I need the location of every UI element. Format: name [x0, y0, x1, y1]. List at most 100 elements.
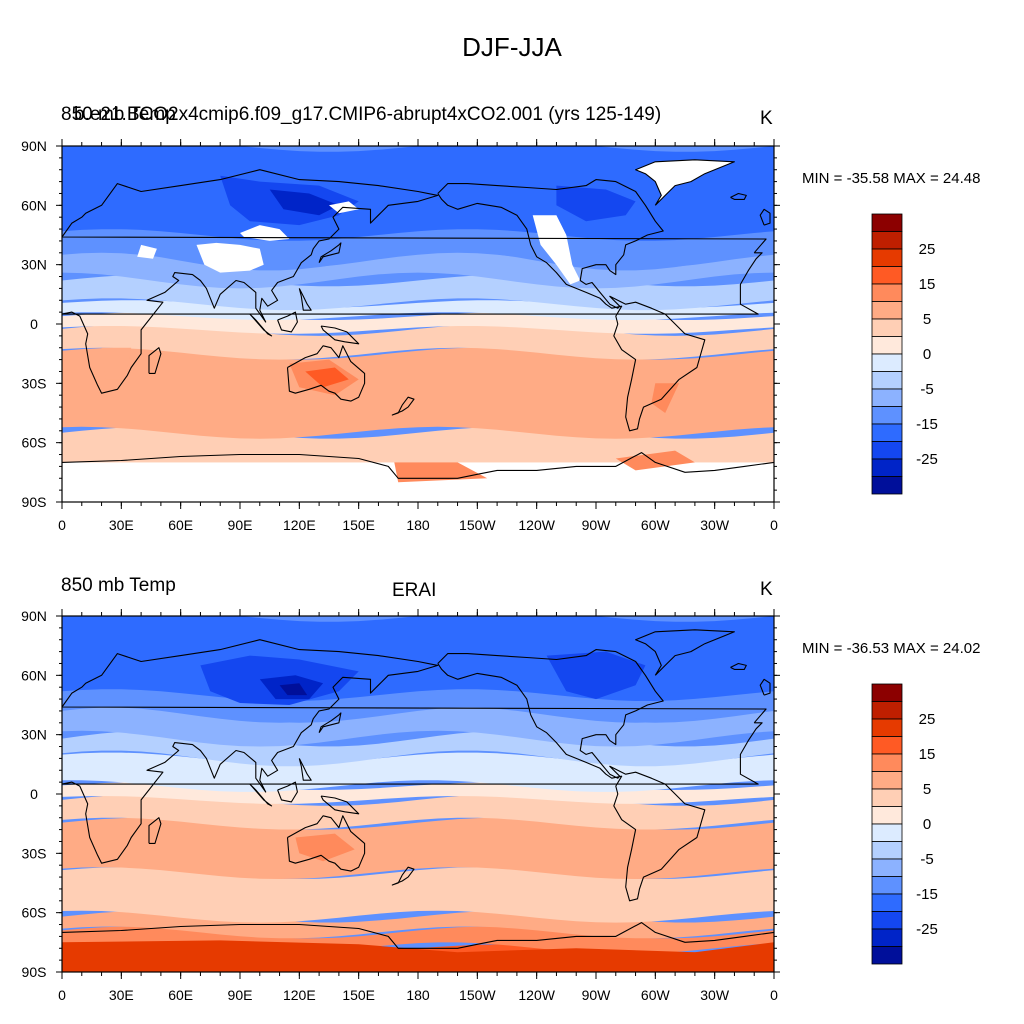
lat-tick-label: 0: [30, 786, 38, 802]
colorbar-swatch: [871, 458, 903, 477]
colorbar-swatch: [871, 248, 903, 267]
lon-tick-label: 120E: [283, 517, 316, 533]
colorbar-swatch: [871, 213, 903, 232]
figure-title: DJF-JJA: [462, 32, 562, 62]
missing-rockies: [532, 215, 581, 285]
band-south-high: [62, 867, 774, 923]
lon-tick-label: 90E: [228, 987, 253, 1003]
lat-tick-label: 0: [30, 316, 38, 332]
colorbar-label: 15: [919, 746, 936, 763]
colorbar-swatch: [871, 788, 903, 807]
colorbar-label: 25: [919, 711, 936, 728]
coastline: [62, 169, 767, 394]
lon-tick-label: 0: [770, 517, 778, 533]
colorbar-swatch: [871, 736, 903, 755]
panel2-units: K: [760, 579, 773, 600]
temperature-field: [62, 146, 774, 502]
colorbar-swatch: [871, 423, 903, 442]
cold-core-canada: [556, 185, 636, 222]
warm-antarctica: [62, 940, 774, 972]
colorbar-label: -25: [916, 921, 938, 938]
lon-tick-label: 0: [58, 987, 66, 1003]
colorbar-swatch: [871, 353, 903, 372]
colorbar-label: 5: [923, 781, 931, 798]
panel1-units: K: [760, 108, 773, 129]
lon-tick-label: 150E: [342, 517, 375, 533]
panel2-dataset-label: ERAI: [392, 580, 437, 601]
lon-tick-label: 90W: [582, 987, 612, 1003]
coastline: [62, 452, 774, 479]
lon-tick-label: 150W: [459, 987, 496, 1003]
panel1-case-label: b.e21.BCO2x4cmip6.f09_g17.CMIP6-abrupt4x…: [74, 104, 662, 125]
colorbar-swatch: [871, 371, 903, 390]
cold-core-canada: [546, 651, 646, 700]
lon-tick-label: 30E: [109, 517, 134, 533]
lat-tick-label: 30N: [21, 257, 47, 273]
missing-tibet: [196, 242, 264, 273]
lon-tick-label: 60E: [168, 987, 193, 1003]
colorbar-swatch: [871, 841, 903, 860]
temperature-field: [62, 616, 774, 972]
lon-tick-label: 0: [58, 517, 66, 533]
colorbar-label: -15: [916, 886, 938, 903]
lon-tick-label: 90W: [582, 517, 612, 533]
coastline: [298, 288, 312, 311]
band-north-tropics: [62, 300, 774, 320]
coastline: [286, 815, 366, 872]
lon-tick-label: 180: [406, 987, 430, 1003]
colorbar-label: 15: [919, 276, 936, 293]
colorbar-swatch: [871, 753, 903, 772]
colorbar-swatch: [871, 406, 903, 425]
colorbar-swatch: [871, 823, 903, 842]
lat-tick-label: 60N: [21, 667, 47, 683]
band-south-tropics: [62, 324, 774, 360]
colorbar-swatch: [871, 858, 903, 877]
coastlines: [62, 159, 774, 479]
colorbar-label: -5: [920, 381, 933, 398]
lat-tick-label: 90S: [22, 964, 47, 980]
coastline: [249, 783, 273, 807]
colorbar-swatch: [871, 893, 903, 912]
lon-tick-label: 60E: [168, 517, 193, 533]
coastline: [320, 325, 360, 345]
panel1-variable-label: 850 mb Temp: [61, 104, 176, 125]
lon-tick-label: 150E: [342, 987, 375, 1003]
band-south-mid: [62, 817, 774, 879]
coastline: [62, 639, 767, 864]
lon-tick-label: 60W: [641, 517, 671, 533]
coastline: [320, 795, 360, 815]
warm-australia: [295, 833, 355, 862]
colorbar-swatch: [871, 231, 903, 250]
colorbar-swatch: [871, 683, 903, 702]
panel1-min-max: MIN = -35.58 MAX = 24.48: [802, 170, 981, 187]
coastline: [148, 817, 162, 844]
coastline: [635, 159, 735, 206]
lat-tick-label: 30S: [22, 375, 47, 391]
warm-australia-inner: [305, 367, 349, 388]
coastline: [391, 396, 415, 416]
panel2-min-max: MIN = -36.53 MAX = 24.02: [802, 640, 981, 657]
lon-tick-label: 0: [770, 987, 778, 1003]
coastline: [635, 629, 735, 676]
coastline: [62, 922, 774, 949]
coastline: [318, 242, 342, 264]
lon-tick-label: 30E: [109, 987, 134, 1003]
coastline: [249, 313, 273, 337]
band-north-midhigh: [62, 687, 774, 723]
colorbar: 25 15 5 0 -5 -15 -25: [871, 213, 938, 495]
missing-mongolia: [240, 225, 290, 241]
lat-tick-label: 90N: [21, 138, 47, 154]
colorbar-swatch: [871, 441, 903, 460]
coastline: [277, 311, 298, 333]
colorbar-swatch: [871, 911, 903, 930]
colorbar-label: 25: [919, 241, 936, 258]
colorbar-swatch: [871, 771, 903, 790]
colorbar-swatch: [871, 283, 903, 302]
colorbar-swatch: [871, 388, 903, 407]
colorbar-swatch: [871, 876, 903, 895]
cold-core-mongolia: [279, 683, 308, 696]
colorbar-swatch: [871, 301, 903, 320]
panel2-variable-label: 850 mb Temp: [61, 575, 176, 596]
colorbar: 25 15 5 0 -5 -15 -25: [871, 683, 938, 965]
